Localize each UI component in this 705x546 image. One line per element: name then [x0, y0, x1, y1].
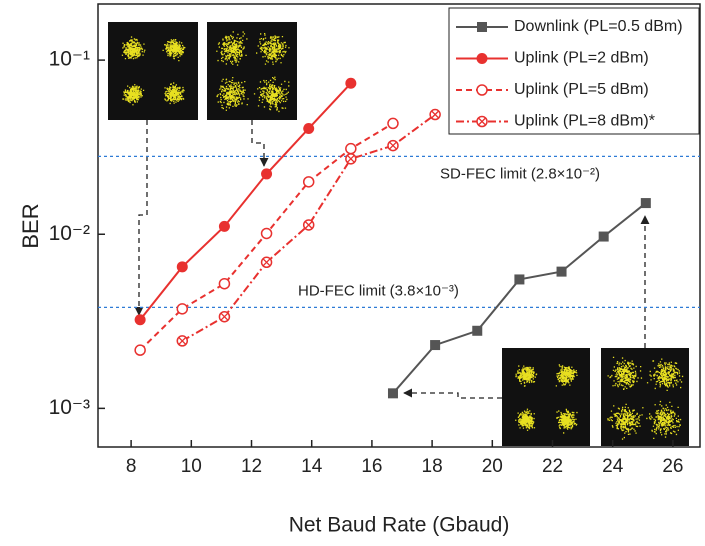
- marker-ring: [177, 304, 187, 314]
- data-point: [262, 228, 272, 238]
- y-tick-label: 10⁻²: [49, 222, 90, 245]
- legend-label: Uplink (PL=2 dBm): [514, 50, 649, 67]
- data-point: [219, 221, 230, 232]
- inset-arrow: [252, 120, 264, 166]
- data-point: [430, 340, 440, 350]
- data-point: [219, 279, 229, 289]
- data-point: [346, 154, 356, 164]
- data-point: [477, 85, 487, 95]
- x-tick-label: 14: [301, 456, 323, 477]
- inset-image: [207, 22, 297, 120]
- data-point: [388, 118, 398, 128]
- x-tick-label: 24: [602, 456, 624, 477]
- data-point: [388, 388, 398, 398]
- data-point: [345, 78, 356, 89]
- data-point: [262, 257, 272, 267]
- x-axis-label: Net Baud Rate (Gbaud): [289, 514, 510, 537]
- data-point: [177, 336, 187, 346]
- legend-label: Uplink (PL=5 dBm): [514, 81, 649, 98]
- x-tick-label: 8: [126, 456, 137, 477]
- x-tick-label: 16: [361, 456, 382, 477]
- y-tick-label: 10⁻³: [49, 396, 90, 419]
- marker-ring: [219, 279, 229, 289]
- data-point: [514, 274, 524, 284]
- data-point: [430, 110, 440, 120]
- data-point: [346, 144, 356, 154]
- marker-ring: [304, 177, 314, 187]
- x-tick-label: 18: [422, 456, 443, 477]
- x-tick-label: 26: [662, 456, 683, 477]
- data-point: [599, 232, 609, 242]
- data-point: [303, 123, 314, 134]
- data-point: [177, 304, 187, 314]
- data-point: [261, 168, 272, 179]
- legend-label: Downlink (PL=0.5 dBm): [514, 18, 683, 35]
- data-point: [477, 22, 487, 32]
- x-tick-label: 22: [542, 456, 563, 477]
- inset-arrow: [139, 120, 147, 315]
- marker-ring: [135, 345, 145, 355]
- x-tick-label: 20: [482, 456, 503, 477]
- marker-ring: [388, 118, 398, 128]
- inset-image: [108, 22, 198, 120]
- marker-ring: [477, 85, 487, 95]
- x-tick-label: 12: [241, 456, 262, 477]
- reference-label: SD-FEC limit (2.8×10⁻²): [440, 165, 600, 182]
- data-point: [388, 141, 398, 151]
- data-point: [135, 345, 145, 355]
- marker-ring: [262, 228, 272, 238]
- data-point: [135, 314, 146, 325]
- inset-image: [502, 348, 590, 446]
- y-tick-label: 10⁻¹: [49, 48, 90, 71]
- data-point: [177, 261, 188, 272]
- y-axis-label: BER: [18, 203, 43, 248]
- chart: BER Net Baud Rate (Gbaud) 8 10 12 14 16 18 20 2…: [0, 0, 705, 546]
- data-point: [304, 177, 314, 187]
- data-point: [219, 312, 229, 322]
- x-tick-label: 10: [181, 456, 202, 477]
- data-point: [304, 220, 314, 230]
- reference-label: HD-FEC limit (3.8×10⁻³): [298, 282, 459, 299]
- marker-ring: [346, 144, 356, 154]
- data-point: [472, 326, 482, 336]
- data-point: [641, 198, 651, 208]
- inset-arrow: [404, 393, 502, 398]
- data-point: [477, 117, 487, 127]
- data-point: [557, 267, 567, 277]
- legend-label: Uplink (PL=8 dBm)*: [514, 113, 655, 130]
- data-point: [477, 53, 488, 64]
